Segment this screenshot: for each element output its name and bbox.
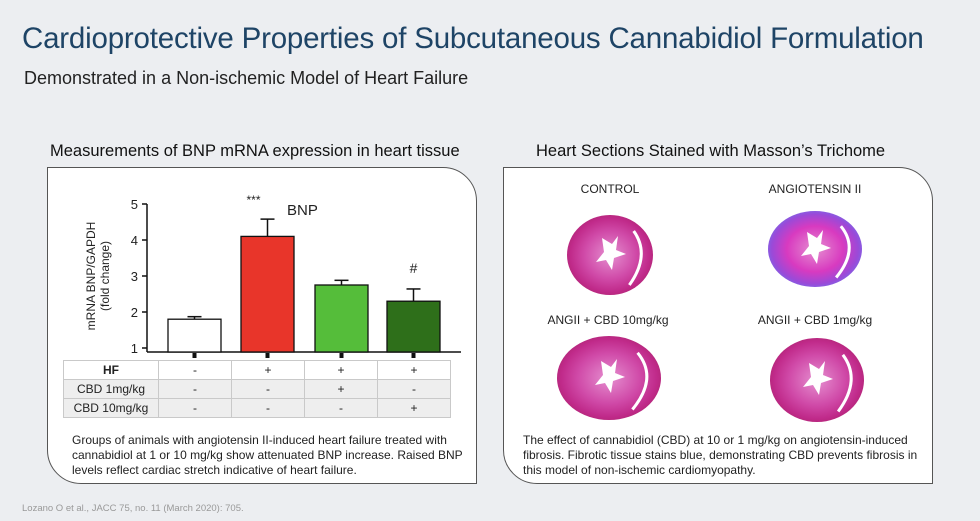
heart-section-image (557, 336, 661, 420)
table-cell: - (377, 379, 451, 399)
y-axis-label: mRNA BNP/GAPDH(fold change) (84, 222, 112, 331)
rv-cavity (836, 353, 853, 413)
table-cell: + (231, 360, 305, 380)
x-tick (265, 353, 270, 358)
section-label: ANGII + CBD 1mg/kg (757, 313, 873, 327)
histology-panel (503, 167, 933, 484)
y-tick-label: 1 (131, 341, 138, 356)
lumen (595, 359, 625, 393)
histology-panel-title: Heart Sections Stained with Masson’s Tri… (536, 142, 886, 160)
y-tick-label: 3 (131, 269, 138, 284)
table-row: CBD 10mg/kg - - - + (63, 398, 451, 418)
citation-text: Lozano O et al., JACC 75, no. 11 (March … (22, 503, 244, 514)
bar (167, 318, 222, 353)
heart-section-image (768, 211, 862, 287)
significance-marker: # (410, 260, 418, 276)
heart-section-image (567, 215, 653, 295)
row-label: HF (63, 360, 159, 380)
section-label: ANGIOTENSIN II (768, 182, 862, 196)
bnp-caption: Groups of animals with angiotensin II-in… (72, 433, 463, 477)
table-cell: + (377, 398, 451, 418)
lumen (803, 361, 833, 395)
rv-cavity (631, 351, 649, 411)
page-subtitle: Demonstrated in a Non-ischemic Model of … (24, 68, 469, 88)
bar (314, 284, 369, 353)
table-cell: - (304, 398, 378, 418)
table-row: CBD 1mg/kg - - + - (63, 379, 451, 399)
heart-section-image (770, 338, 864, 422)
section-label: ANGII + CBD 10mg/kg (547, 313, 669, 327)
y-tick-label: 5 (131, 197, 138, 212)
rv-cavity (834, 225, 851, 279)
chart-title: BNP (287, 202, 318, 219)
y-tick-label: 4 (131, 233, 138, 248)
y-tick-label: 2 (131, 305, 138, 320)
x-tick (339, 353, 344, 358)
table-row: HF - + + + (63, 360, 451, 380)
significance-marker: *** (246, 193, 260, 207)
treatment-table: HF - + + + CBD 1mg/kg - - + - CBD 10mg/kg - - - + (63, 360, 451, 418)
bar (240, 235, 295, 353)
table-cell: - (231, 398, 305, 418)
bar (386, 300, 441, 353)
x-tick (192, 353, 197, 358)
table-cell: - (158, 398, 232, 418)
rv-cavity (628, 230, 643, 286)
histology-caption: The effect of cannabidiol (CBD) at 10 or… (523, 433, 918, 477)
table-cell: - (231, 379, 305, 399)
table-cell: - (158, 379, 232, 399)
page-title: Cardioprotective Properties of Subcutane… (22, 22, 924, 55)
section-label: CONTROL (580, 182, 640, 196)
citation: Lozano O et al., JACC 75, no. 11 (March … (22, 503, 244, 514)
bnp-panel-title: Measurements of BNP mRNA expression in h… (50, 142, 460, 160)
lumen (801, 230, 831, 264)
bnp-bar-chart: 1 2 3 4 5 mRNA BNP/GAPDH(fold change) *** # BNP (84, 193, 461, 358)
table-cell: + (377, 360, 451, 380)
row-label: CBD 10mg/kg (63, 398, 159, 418)
table-cell: - (158, 360, 232, 380)
x-tick (411, 353, 416, 358)
lumen (596, 236, 626, 270)
row-label: CBD 1mg/kg (63, 379, 159, 399)
table-cell: + (304, 360, 378, 380)
table-cell: + (304, 379, 378, 399)
